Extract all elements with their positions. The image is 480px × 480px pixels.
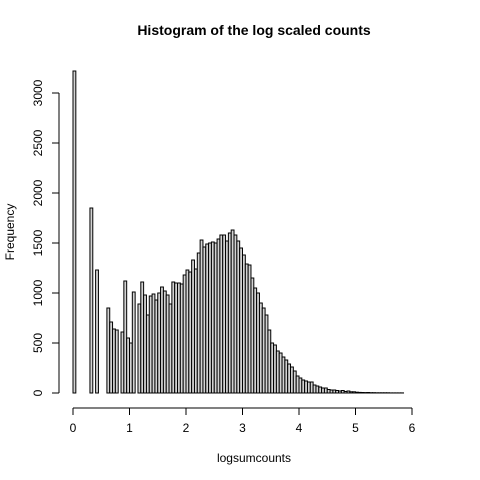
chart-title: Histogram of the log scaled counts [137,22,371,38]
x-axis-label: logsumcounts [217,451,291,465]
histogram-bar [89,207,94,394]
x-tick-label: 0 [70,421,77,435]
x-axis: 0 1 2 3 4 5 6 [70,407,416,435]
y-tick-label: 0 [31,389,45,396]
y-tick-label: 2500 [31,129,45,156]
x-tick-label: 2 [183,421,190,435]
y-axis-label: Frequency [3,204,17,261]
histogram-bar [123,280,128,394]
y-tick-label: 500 [31,333,45,353]
y-tick-label: 3000 [31,79,45,106]
y-tick-label: 1500 [31,229,45,256]
y-tick-label: 1000 [31,279,45,306]
x-tick-label: 3 [239,421,246,435]
histogram-bar [72,70,77,394]
histogram-bar [114,329,119,394]
y-tick-label: 2000 [31,179,45,206]
histogram-bars [72,70,405,394]
x-tick-label: 1 [126,421,133,435]
x-tick-label: 4 [296,421,303,435]
histogram-bar [95,269,99,394]
x-tick-label: 6 [409,421,416,435]
x-tick-label: 5 [352,421,359,435]
y-axis: 0 500 1000 1500 2000 2500 3000 [31,79,60,396]
histogram-bar [131,291,136,394]
